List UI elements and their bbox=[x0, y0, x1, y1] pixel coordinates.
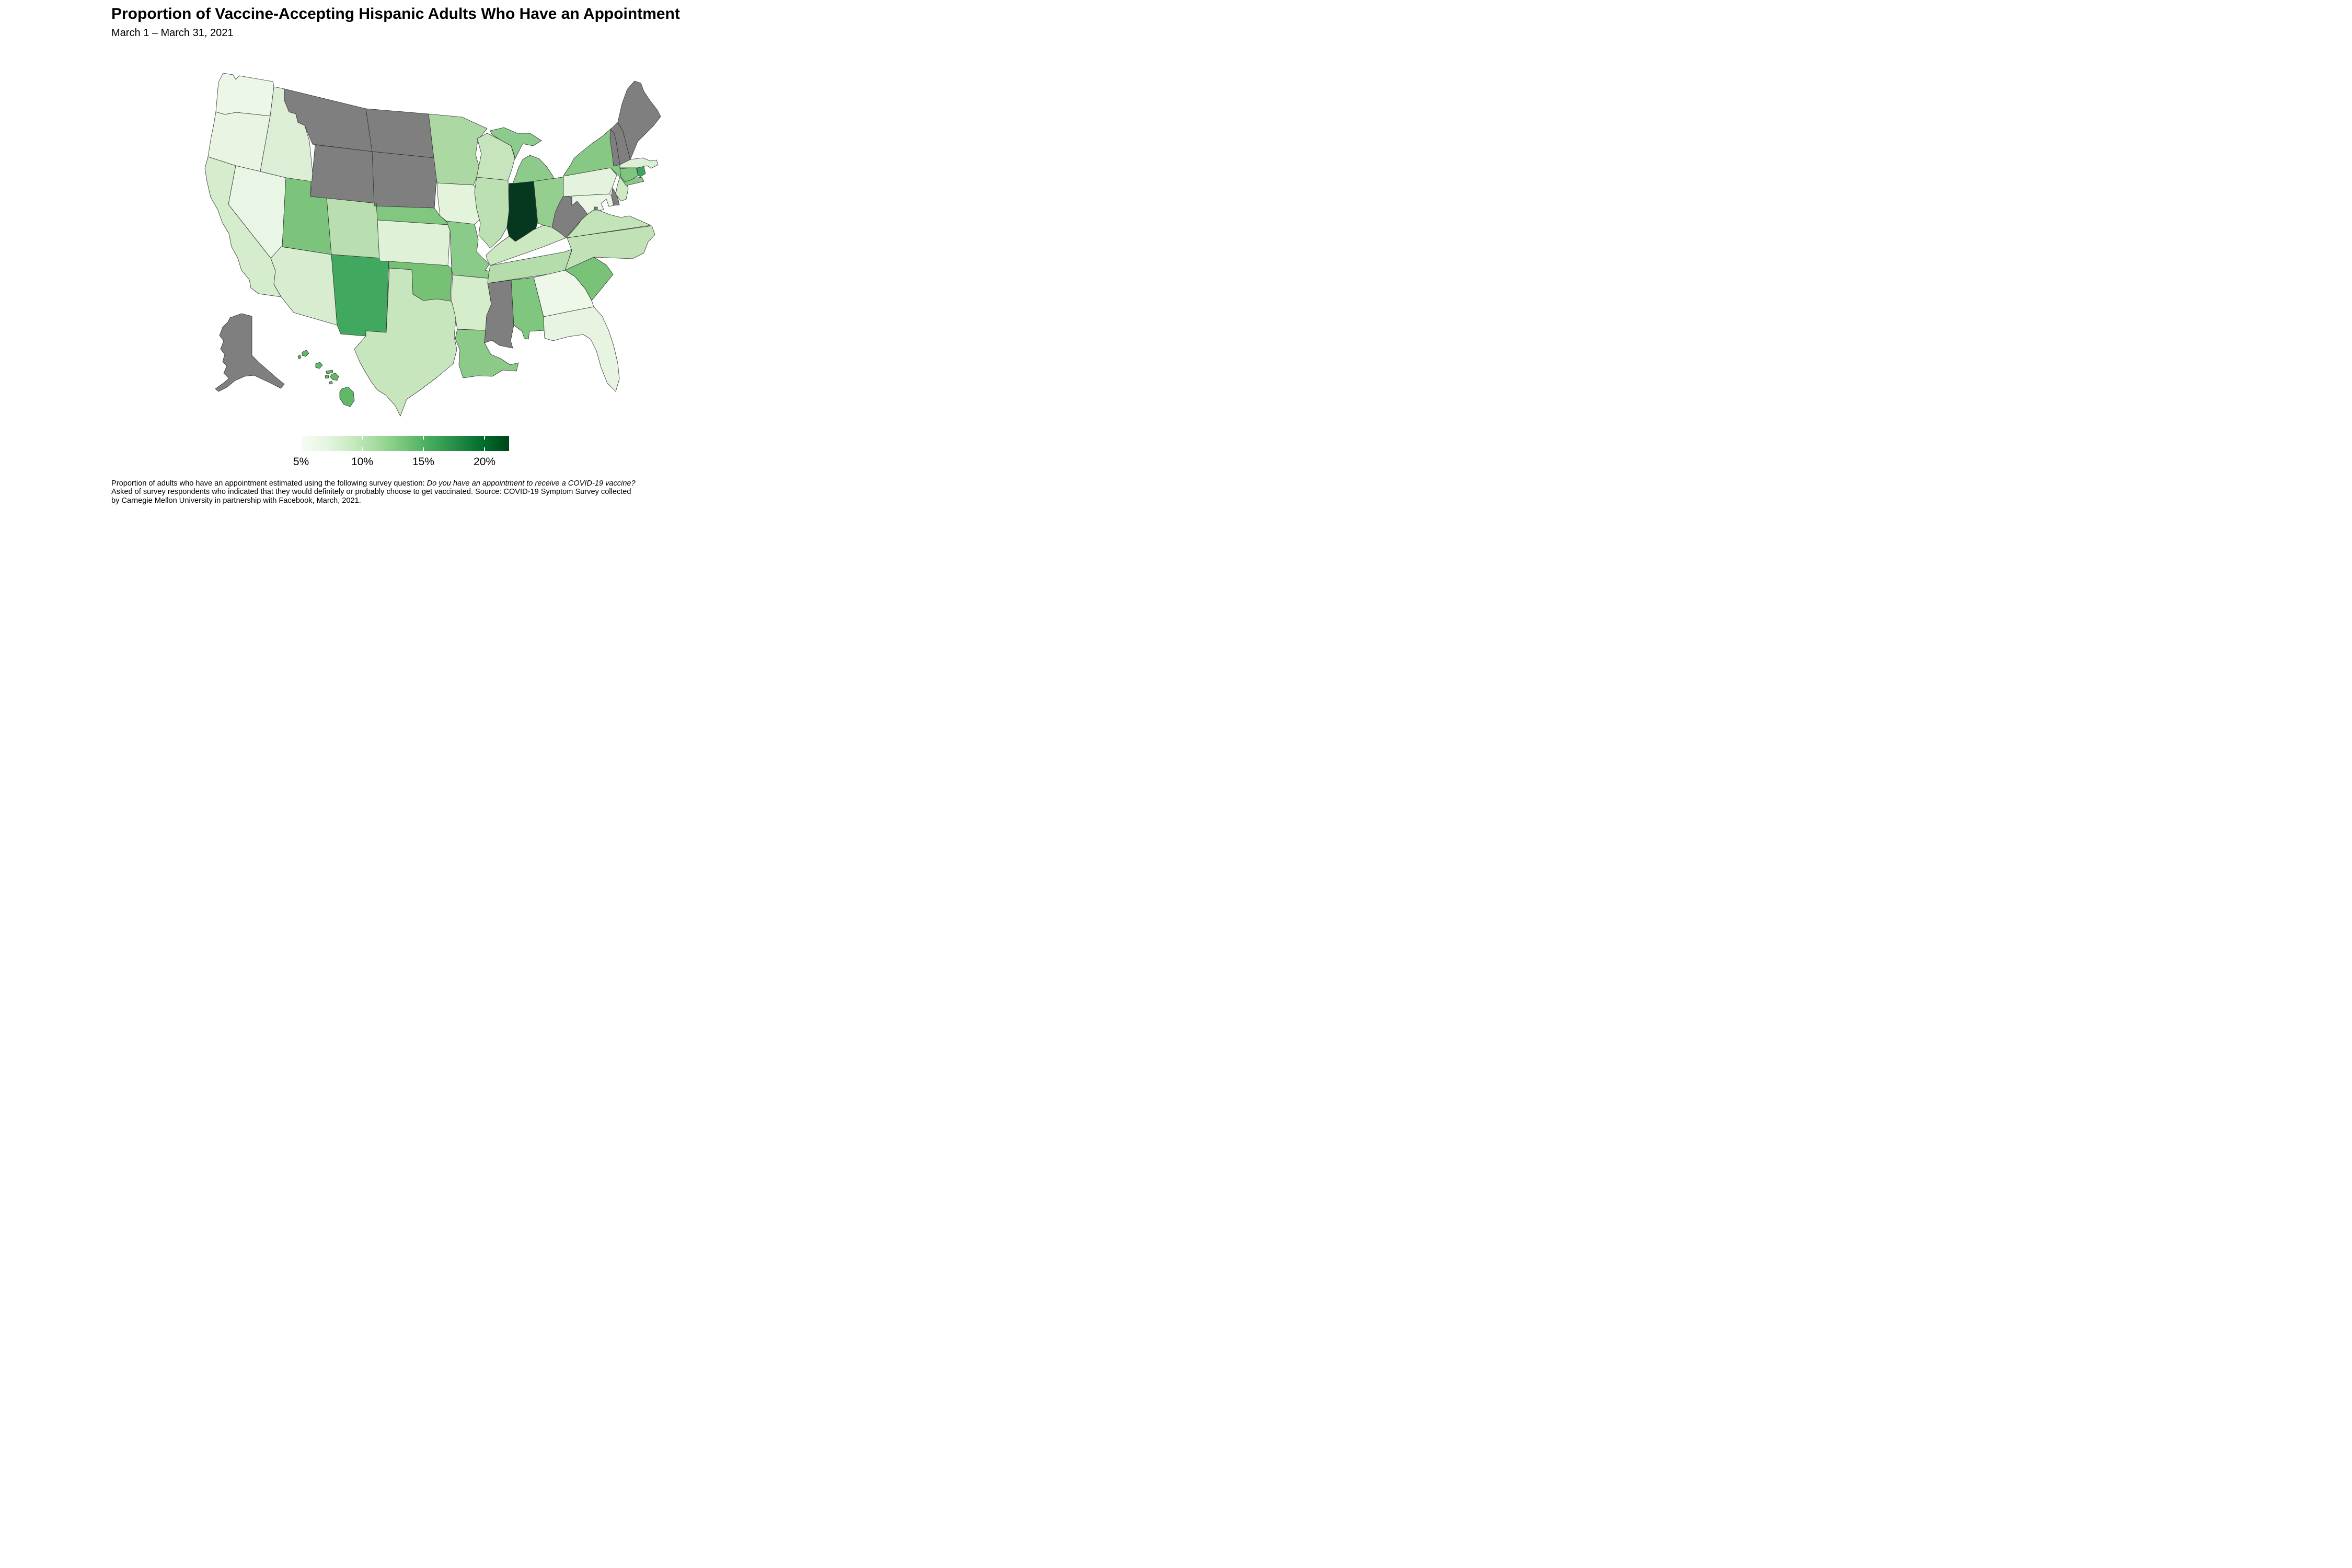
chart-subtitle: March 1 – March 31, 2021 bbox=[111, 27, 234, 39]
legend-label-10%: 10% bbox=[351, 456, 374, 468]
state-nd: North Dakota bbox=[365, 108, 434, 158]
footnote-line1-normal: Proportion of adults who have an appoint… bbox=[111, 479, 427, 488]
legend-tick-5% bbox=[301, 447, 302, 451]
state-tx: Texas: 8.2% bbox=[354, 268, 457, 417]
state-hi: Hawaii: 13.5% bbox=[297, 354, 302, 360]
legend-tick-10% bbox=[362, 436, 363, 440]
footnote-line3: by Carnegie Mellon University in partner… bbox=[111, 496, 361, 505]
state-mo: Missouri: 12% bbox=[446, 221, 492, 279]
state-la: Louisiana: 11.9% bbox=[455, 329, 519, 378]
state-hi: Hawaii: 13.5% bbox=[302, 350, 309, 357]
state-fl: Florida: 6.1% bbox=[543, 306, 620, 392]
state-mi: Michigan: 11.8% bbox=[490, 127, 542, 159]
state-ak: Alaska bbox=[215, 313, 285, 392]
state-hi: Hawaii: 13.5% bbox=[326, 370, 333, 374]
state-dc: District of Columbia bbox=[594, 206, 598, 211]
state-hi: Hawaii: 13.5% bbox=[339, 386, 355, 407]
state-mn: Minnesota: 10% bbox=[428, 113, 488, 186]
state-sd: South Dakota bbox=[372, 151, 437, 209]
state-az: Arizona: 7.4% bbox=[270, 246, 338, 326]
state-nc: North Carolina: 9.1% bbox=[564, 225, 655, 271]
chart-title: Proportion of Vaccine-Accepting Hispanic… bbox=[111, 5, 680, 22]
legend-tick-15% bbox=[423, 436, 424, 440]
legend-label-15%: 15% bbox=[412, 456, 435, 468]
legend-tick-15% bbox=[423, 447, 424, 451]
state-ma: Massachusetts: 6.6% bbox=[619, 157, 659, 169]
legend-tick-10% bbox=[362, 447, 363, 451]
legend-tick-5% bbox=[301, 436, 302, 440]
state-hi: Hawaii: 13.5% bbox=[325, 374, 329, 379]
state-hi: Hawaii: 13.5% bbox=[329, 381, 333, 385]
legend-tick-20% bbox=[484, 447, 486, 451]
us-choropleth-map: Washington: 5.8%Oregon: 5.9%California: … bbox=[204, 73, 661, 417]
state-nm: New Mexico: 15.8% bbox=[331, 254, 389, 337]
state-sc: South Carolina: 13.1% bbox=[564, 257, 614, 301]
footnote-line1-italic: Do you have an appointment to receive a … bbox=[426, 479, 636, 488]
state-ky: Kentucky: 8.6% bbox=[486, 225, 567, 266]
state-wy: Wyoming bbox=[310, 144, 377, 204]
footnote: Proportion of adults who have an appoint… bbox=[111, 479, 754, 505]
state-hi: Hawaii: 13.5% bbox=[315, 362, 323, 369]
state-il: Illinois: 9.5% bbox=[474, 177, 510, 249]
legend-gradient-bar bbox=[301, 436, 509, 451]
state-wa: Washington: 5.8% bbox=[215, 73, 274, 117]
figure: Proportion of Vaccine-Accepting Hispanic… bbox=[0, 0, 784, 523]
state-ar: Arkansas: 7.3% bbox=[451, 274, 492, 331]
color-legend: 5% 10% 15% 20% bbox=[293, 436, 509, 468]
legend-tick-20% bbox=[484, 436, 486, 440]
state-ms: Mississippi bbox=[484, 280, 514, 349]
state-wi: Wisconsin: 8.8% bbox=[476, 133, 515, 181]
state-me: Maine bbox=[617, 80, 661, 160]
state-ks: Kansas: 6.7% bbox=[377, 220, 451, 266]
legend-label-5%: 5% bbox=[293, 456, 309, 468]
footnote-line2: Asked of survey respondents who indicate… bbox=[111, 488, 631, 497]
legend-label-20%: 20% bbox=[474, 456, 496, 468]
state-hi: Hawaii: 13.5% bbox=[330, 373, 339, 381]
